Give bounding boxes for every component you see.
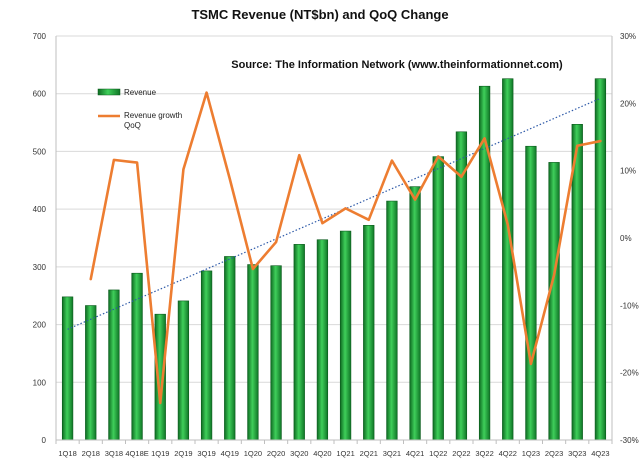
y-right-tick-label: 30%: [620, 32, 636, 41]
chart-title: TSMC Revenue (NT$bn) and QoQ Change: [191, 7, 448, 22]
qoq-growth-point: [391, 159, 393, 162]
qoq-growth-point: [367, 219, 370, 221]
revenue-bar: [409, 186, 421, 441]
legend-revenue-swatch: [97, 88, 121, 96]
qoq-growth-point: [414, 198, 416, 201]
qoq-growth-point: [298, 154, 301, 156]
revenue-bar: [247, 264, 259, 441]
y-left-tick-label: 0: [42, 436, 47, 445]
y-left-tick-label: 700: [33, 32, 47, 41]
qoq-growth-point: [553, 274, 555, 276]
revenue-bar: [61, 296, 74, 441]
revenue-bar: [316, 239, 329, 441]
x-tick-label: 3Q22: [475, 449, 493, 458]
revenue-bar: [548, 162, 560, 441]
revenue-bar: [85, 305, 97, 441]
x-tick-label: 4Q18E: [125, 449, 148, 458]
y-left-tick-label: 500: [33, 147, 47, 156]
qoq-growth-point: [113, 159, 115, 161]
x-tick-label: 4Q22: [499, 449, 517, 458]
x-tick-label: 4Q23: [591, 449, 609, 458]
qoq-growth-point: [252, 268, 254, 270]
qoq-growth-point: [599, 140, 602, 142]
revenue-bar: [131, 272, 143, 441]
x-tick-label: 1Q21: [336, 449, 354, 458]
x-tick-label: 3Q19: [197, 449, 215, 458]
y-right-tick-label: -10%: [620, 301, 639, 310]
y-left-tick-label: 200: [33, 321, 47, 330]
x-tick-label: 2Q23: [545, 449, 563, 458]
y-right-tick-label: -20%: [620, 369, 639, 378]
x-tick-label: 2Q21: [360, 449, 378, 458]
qoq-growth-point: [205, 91, 208, 94]
y-left-tick-label: 400: [33, 205, 47, 214]
revenue-bar: [108, 289, 120, 441]
x-tick-label: 1Q18: [58, 449, 76, 458]
x-tick-label: 1Q22: [429, 449, 447, 458]
y-left-tick-label: 600: [33, 90, 47, 99]
qoq-growth-point: [506, 223, 509, 226]
qoq-growth-point: [530, 363, 532, 365]
revenue-bar: [455, 131, 468, 441]
qoq-growth-point: [344, 207, 347, 210]
x-tick-label: 2Q19: [174, 449, 192, 458]
qoq-growth-point: [136, 161, 138, 164]
y-right-tick-label: 0%: [620, 234, 632, 243]
qoq-growth-point: [321, 222, 324, 224]
legend-growth-label: QoQ: [124, 121, 141, 130]
x-tick-label: 1Q23: [522, 449, 540, 458]
qoq-growth-point: [483, 137, 486, 140]
revenue-bar: [200, 270, 213, 441]
revenue-bar: [293, 244, 305, 441]
revenue-bar: [386, 200, 398, 441]
revenue-bar: [594, 78, 607, 441]
revenue-bar: [177, 300, 190, 441]
qoq-growth-point: [159, 402, 162, 404]
revenue-bar: [339, 230, 352, 441]
x-tick-label: 4Q19: [221, 449, 239, 458]
qoq-growth-point: [576, 144, 579, 147]
revenue-bar: [432, 156, 444, 441]
x-tick-label: 4Q21: [406, 449, 424, 458]
qoq-growth-point: [437, 155, 440, 158]
x-tick-label: 2Q20: [267, 449, 285, 458]
qoq-growth-point: [182, 168, 185, 171]
revenue-bar: [525, 145, 537, 441]
qoq-growth-point: [89, 278, 92, 280]
y-left-tick-label: 300: [33, 263, 47, 272]
revenue-bar: [502, 78, 514, 441]
legend-revenue-label: Revenue: [124, 88, 157, 97]
y-right-tick-label: -30%: [620, 436, 639, 445]
x-tick-label: 4Q20: [313, 449, 331, 458]
qoq-growth-point: [460, 175, 463, 178]
revenue-bar: [270, 265, 282, 441]
qoq-growth-point: [228, 177, 231, 180]
revenue-bar: [363, 225, 375, 441]
legend-growth-label: Revenue growth: [124, 111, 182, 120]
x-tick-label: 2Q18: [82, 449, 100, 458]
x-tick-label: 3Q20: [290, 449, 308, 458]
y-right-tick-label: 20%: [620, 99, 636, 108]
x-tick-label: 3Q21: [383, 449, 401, 458]
x-tick-label: 2Q22: [452, 449, 470, 458]
chart-source: Source: The Information Network (www.the…: [231, 59, 563, 71]
revenue-bar: [224, 256, 236, 441]
y-left-tick-label: 100: [33, 378, 47, 387]
y-right-tick-label: 10%: [620, 167, 636, 176]
x-tick-label: 3Q18: [105, 449, 123, 458]
x-tick-label: 3Q23: [568, 449, 586, 458]
x-tick-label: 1Q20: [244, 449, 262, 458]
qoq-growth-point: [275, 241, 277, 243]
revenue-trendline: [67, 97, 601, 330]
x-tick-label: 1Q19: [151, 449, 169, 458]
